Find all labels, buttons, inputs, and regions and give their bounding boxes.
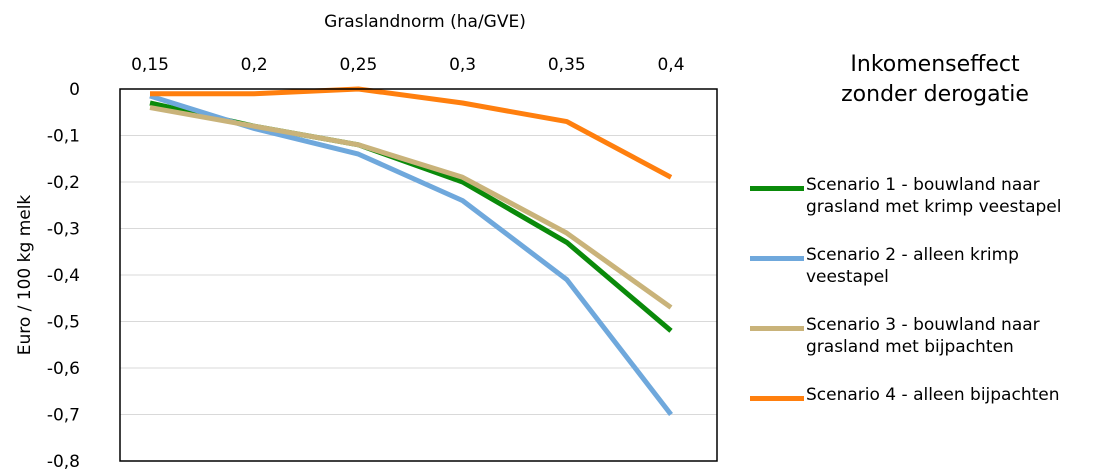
- y-tick-label: -0,8: [47, 452, 80, 471]
- x-tick-label: 0,35: [548, 55, 586, 75]
- y-tick-label: -0,1: [47, 127, 80, 147]
- y-tick-label: -0,6: [47, 359, 80, 379]
- legend-label: Scenario 3 - bouwland naar grasland met …: [806, 314, 1106, 358]
- chart-side-title: Inkomenseffect zonder derogatie: [780, 50, 1090, 110]
- legend-label: Scenario 4 - alleen bijpachten: [806, 384, 1106, 406]
- x-tick-label: 0,4: [657, 55, 684, 75]
- side-title-line: zonder derogatie: [841, 82, 1029, 107]
- series-line-scenario-3: [149, 105, 673, 310]
- y-axis-title: Euro / 100 kg melk: [15, 195, 35, 356]
- plot-area-border: [119, 88, 718, 462]
- legend-label-line: Scenario 1 - bouwland naar: [806, 175, 1040, 195]
- legend-label-line: veestapel: [806, 267, 889, 287]
- x-axis-title: Graslandnorm (ha/GVE): [324, 12, 526, 32]
- x-tick-label: 0,25: [339, 55, 377, 75]
- x-tick-labels: 0,15 0,2 0,25 0,3 0,35 0,4: [131, 55, 684, 75]
- legend-label-line: Scenario 3 - bouwland naar: [806, 315, 1040, 335]
- legend-label-line: grasland met bijpachten: [806, 337, 1014, 357]
- y-tick-label: -0,3: [47, 220, 80, 240]
- legend-swatch: [750, 256, 804, 261]
- legend-swatch: [750, 186, 804, 191]
- legend-label: Scenario 2 - alleen krimp veestapel: [806, 244, 1106, 288]
- legend-label-line: Scenario 2 - alleen krimp: [806, 245, 1019, 265]
- x-tick-label: 0,2: [241, 55, 268, 75]
- series-lines: [149, 86, 673, 417]
- y-tick-label: 0: [69, 80, 80, 100]
- series-line-scenario-2: [149, 93, 673, 417]
- series-line-scenario-4: [150, 86, 673, 180]
- y-tick-label: -0,7: [47, 406, 80, 426]
- x-tick-label: 0,15: [131, 55, 169, 75]
- x-tick-label: 0,3: [449, 55, 476, 75]
- legend-label-line: grasland met krimp veestapel: [806, 197, 1062, 217]
- legend-swatch: [750, 326, 804, 331]
- side-title-line: Inkomenseffect: [850, 52, 1020, 77]
- legend-label-line: Scenario 4 - alleen bijpachten: [806, 385, 1060, 405]
- y-tick-label: -0,5: [47, 313, 80, 333]
- legend-swatch: [750, 396, 804, 401]
- y-tick-labels: 0 -0,1 -0,2 -0,3 -0,4 -0,5 -0,6 -0,7 -0,8: [47, 80, 80, 471]
- gridlines: [120, 135, 717, 415]
- y-tick-label: -0,2: [47, 173, 80, 193]
- line-chart: 0-0,1-0,2-0,3-0,4-0,5-0,6-0,7-0,8 0,15 0,…: [15, 12, 718, 471]
- legend-label: Scenario 1 - bouwland naar grasland met …: [806, 174, 1106, 218]
- y-tick-label: -0,4: [47, 266, 80, 286]
